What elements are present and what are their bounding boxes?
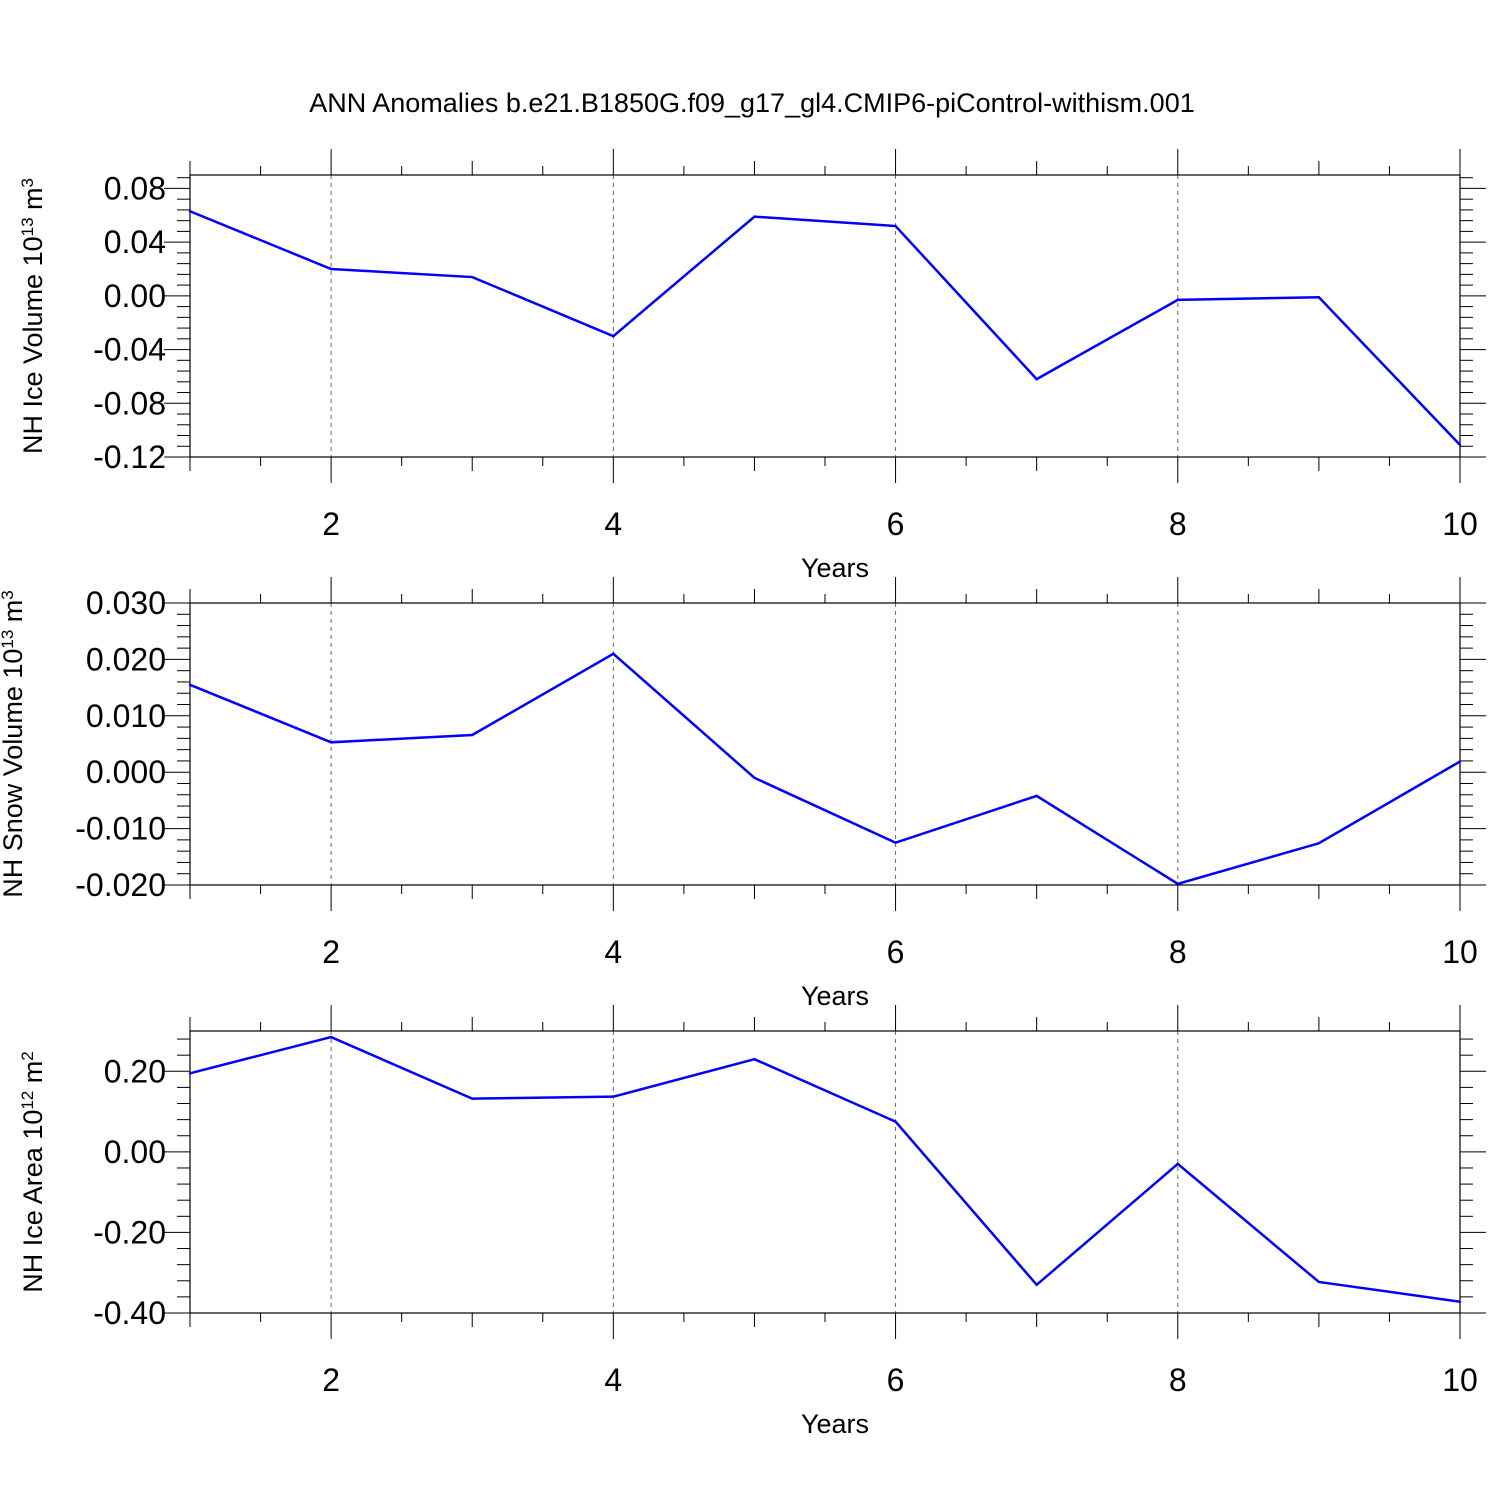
data-point	[471, 275, 474, 279]
data-point	[753, 1058, 756, 1061]
x-tick-label: 4	[604, 1362, 622, 1398]
y-tick-label: 0.08	[104, 170, 166, 206]
panel-1: 2 4 6 8 10 -0.12 -0.08 -0.04 0.00 0.04 0.08 Years NH…	[18, 149, 1486, 583]
y-tick-label: 0.000	[86, 754, 166, 790]
x-tick-label: 8	[1169, 1362, 1187, 1398]
y-tick-label: 0.020	[86, 641, 166, 677]
x-tick-label: 4	[604, 934, 622, 970]
x-tick-label: 2	[322, 1362, 340, 1398]
data-point	[1458, 443, 1462, 447]
x-tick-label: 10	[1442, 1362, 1478, 1398]
x-tick-label: 10	[1442, 934, 1478, 970]
data-point	[1035, 794, 1038, 798]
y-tick-label: 0.00	[104, 1134, 166, 1170]
data-point	[188, 210, 192, 213]
y-axis-label-exponent: 13	[0, 630, 17, 649]
y-tick-label: 0.20	[104, 1053, 166, 1089]
x-tick-label: 8	[1169, 506, 1187, 542]
data-point	[1035, 1283, 1038, 1287]
data-point	[753, 215, 756, 218]
y-tick-label: 0.00	[104, 278, 166, 314]
y-tick-label: -0.20	[93, 1214, 166, 1250]
y-axis-label-part: m	[18, 1061, 48, 1091]
y-tick-label: -0.40	[93, 1295, 166, 1331]
data-point	[1176, 1162, 1179, 1166]
data-point	[471, 1097, 474, 1100]
panels: 2 4 6 8 10 -0.12 -0.08 -0.04 0.00 0.04 0.08 Years NH…	[0, 149, 1486, 1439]
x-tick-label: 6	[887, 1362, 905, 1398]
x-tick-label: 6	[887, 934, 905, 970]
data-point	[894, 841, 897, 844]
y-axis-label-part: m	[0, 600, 28, 630]
y-axis-label: NH Ice Volume 1013 m3	[18, 178, 49, 454]
panel-3: 2 4 6 8 10 -0.40 -0.20 0.00 0.20 Years NH Ice Area…	[18, 1005, 1486, 1439]
data-point	[1317, 1280, 1321, 1284]
data-point	[329, 741, 333, 744]
series-line	[189, 1035, 1461, 1303]
y-tick-label: -0.020	[75, 867, 166, 903]
panel-2: 2 4 6 8 10 -0.020 -0.010 0.000 0.010 0.020 0.030 Ye…	[0, 577, 1486, 1011]
data-point	[612, 334, 615, 338]
data-point	[1458, 760, 1462, 763]
x-tick-label: 10	[1442, 506, 1478, 542]
x-tick-label: 2	[322, 934, 340, 970]
data-point	[188, 1072, 192, 1075]
data-point	[329, 1035, 333, 1039]
data-point	[612, 1095, 615, 1098]
plot-frame	[189, 1030, 1461, 1314]
figure-title: ANN Anomalies b.e21.B1850G.f09_g17_gl4.C…	[309, 88, 1194, 118]
y-tick-label: 0.04	[104, 224, 166, 260]
series-line	[189, 210, 1461, 446]
data-point	[894, 1120, 897, 1123]
y-axis-label-exponent: 3	[0, 590, 17, 599]
y-axis-label-exponent: 3	[18, 178, 37, 187]
x-tick-label: 6	[887, 506, 905, 542]
data-point	[1035, 377, 1038, 381]
plot-frame	[189, 602, 1461, 886]
x-tick-label: 2	[322, 506, 340, 542]
y-axis-label-part: m	[18, 187, 48, 217]
y-axis-label: NH Snow Volume 1013 m3	[0, 590, 28, 898]
x-axis-label: Years	[801, 981, 869, 1011]
x-axis-label: Years	[801, 1409, 869, 1439]
y-axis-label-exponent: 12	[18, 1091, 37, 1110]
data-point	[1458, 1300, 1462, 1303]
data-point	[188, 683, 192, 686]
y-tick-label: 0.010	[86, 698, 166, 734]
x-axis-label: Years	[801, 553, 869, 583]
data-point	[1176, 298, 1179, 302]
data-point	[1176, 882, 1179, 886]
y-axis-label-exponent: 13	[18, 217, 37, 236]
data-point	[1317, 296, 1321, 299]
data-point	[612, 652, 615, 655]
y-axis-label-exponent: 2	[18, 1051, 37, 1060]
y-axis-label-part: NH Ice Area 10	[18, 1110, 48, 1293]
y-tick-label: -0.010	[75, 811, 166, 847]
data-point	[329, 267, 333, 271]
y-axis-label-part: NH Snow Volume 10	[0, 649, 28, 898]
data-point	[753, 776, 756, 780]
y-axis-label-part: NH Ice Volume 10	[18, 236, 48, 454]
data-point	[471, 733, 474, 737]
y-axis-label: NH Ice Area 1012 m2	[18, 1051, 49, 1292]
y-tick-label: -0.12	[93, 439, 166, 475]
data-point	[1317, 842, 1321, 845]
x-tick-label: 8	[1169, 934, 1187, 970]
y-tick-label: 0.030	[86, 585, 166, 621]
series-line	[189, 652, 1461, 886]
y-tick-label: -0.04	[93, 332, 166, 368]
y-tick-label: -0.08	[93, 385, 166, 421]
x-tick-label: 4	[604, 506, 622, 542]
data-point	[894, 224, 897, 228]
plot-frame	[189, 174, 1461, 458]
